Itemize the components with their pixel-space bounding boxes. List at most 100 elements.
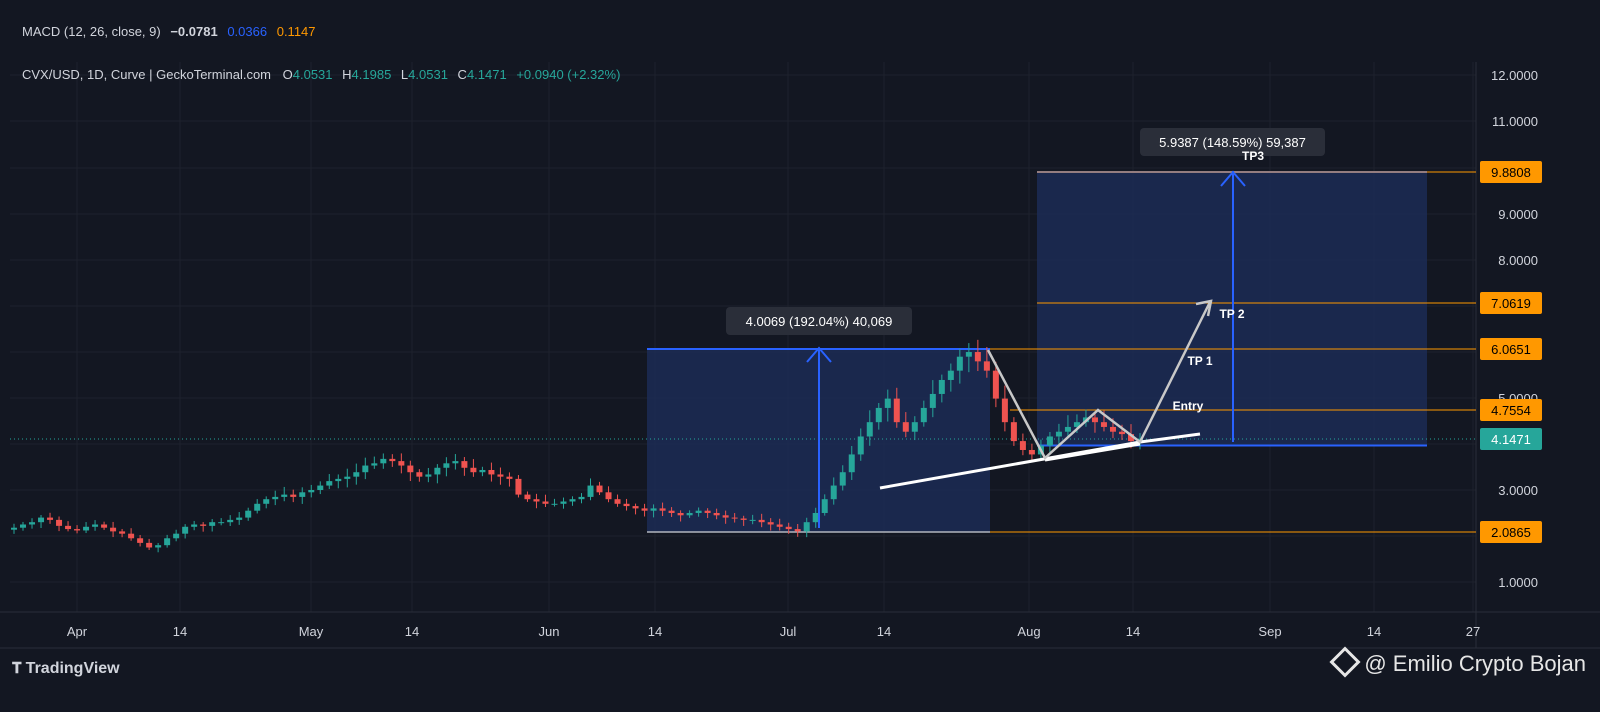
measure-label-1-bg <box>726 307 912 335</box>
annotation-entry: Entry <box>1173 399 1204 413</box>
candle-body <box>38 517 45 523</box>
candle-body <box>1109 426 1116 432</box>
y-tick-label: 11.0000 <box>1492 114 1538 129</box>
candle-body <box>470 467 477 473</box>
price-tag-label: 4.7554 <box>1491 403 1531 418</box>
candle-body <box>371 463 378 466</box>
y-tick-label: 3.0000 <box>1498 483 1538 498</box>
y-tick-label: 12.0000 <box>1491 68 1538 83</box>
measure-label-2: 5.9387 (148.59%) 59,387 <box>1159 135 1306 150</box>
candle-body <box>29 522 36 525</box>
candle-body <box>1046 436 1053 446</box>
candle-body <box>740 518 747 520</box>
candle-body <box>461 461 468 468</box>
candle-body <box>443 463 450 468</box>
price-tag-label: 7.0619 <box>1491 296 1531 311</box>
x-tick-label: May <box>299 624 324 639</box>
candle-body <box>938 379 945 394</box>
x-tick-label: 27 <box>1466 624 1480 639</box>
candle-body <box>353 472 360 477</box>
candle-body <box>200 524 207 526</box>
candle-body <box>1055 431 1062 437</box>
candle-body <box>506 476 513 479</box>
tradingview-logo[interactable]: 𝐓 TradingView <box>12 660 120 678</box>
price-tag-bg <box>1480 428 1542 450</box>
low-value: 4.0531 <box>408 67 448 82</box>
candle-body <box>497 474 504 477</box>
price-tag-label: 9.8808 <box>1491 165 1531 180</box>
candle-body <box>605 492 612 500</box>
price-tag-label: 2.0865 <box>1491 525 1531 540</box>
candle-body <box>839 472 846 486</box>
change-value: +0.0940 (+2.32%) <box>516 67 621 82</box>
support-trendline-2 <box>1139 432 1201 444</box>
y-tick-label: 9.0000 <box>1498 207 1538 222</box>
candle-body <box>488 469 495 475</box>
candle-body <box>65 525 72 530</box>
price-tag-bg <box>1480 338 1542 360</box>
candle-body <box>182 526 189 534</box>
price-tag-label: 6.0651 <box>1491 342 1531 357</box>
candle-body <box>929 393 936 408</box>
candle-body <box>479 469 486 473</box>
candle-body <box>1127 434 1134 442</box>
candle-body <box>821 499 828 513</box>
candle-body <box>650 508 657 511</box>
candle-body <box>920 407 927 423</box>
candle-body <box>533 499 540 502</box>
candle-body <box>875 407 882 423</box>
candle-body <box>515 478 522 495</box>
candle-body <box>749 519 756 521</box>
candle-body <box>47 517 54 520</box>
x-tick-label: Jun <box>539 624 560 639</box>
candle-body <box>596 485 603 493</box>
x-tick-label: 14 <box>648 624 662 639</box>
candle-body <box>119 531 126 534</box>
x-tick-label: Apr <box>67 624 88 639</box>
candle-body <box>695 510 702 513</box>
candle-body <box>146 542 153 548</box>
candle-body <box>848 454 855 473</box>
candle-body <box>245 510 252 518</box>
candle-body <box>767 522 774 525</box>
candle-body <box>416 472 423 477</box>
candle-body <box>803 522 810 532</box>
candle-body <box>452 461 459 464</box>
candle-body <box>668 510 675 513</box>
candle-body <box>1118 431 1125 435</box>
candle-body <box>587 485 594 497</box>
candle-body <box>830 485 837 500</box>
candle-body <box>227 519 234 523</box>
candle-body <box>542 501 549 504</box>
candle-body <box>20 524 27 528</box>
x-tick-label: 14 <box>1367 624 1381 639</box>
support-trendline-1 <box>879 440 1141 490</box>
candle-body <box>911 422 918 432</box>
candle-body <box>632 506 639 509</box>
candle-body <box>74 529 81 531</box>
price-tag-bg <box>1480 521 1542 543</box>
annotation-tp-1: TP 1 <box>1187 354 1212 368</box>
price-tag-bg <box>1480 292 1542 314</box>
support-trendline-3 <box>1044 442 1141 462</box>
x-tick-label: 14 <box>1126 624 1140 639</box>
symbol-legend[interactable]: CVX/USD, 1D, Curve | GeckoTerminal.com O… <box>22 67 620 82</box>
macd-legend[interactable]: MACD (12, 26, close, 9) −0.0781 0.0366 0… <box>22 24 316 39</box>
candle-body <box>389 458 396 462</box>
candle-body <box>254 503 261 511</box>
candle-body <box>578 496 585 500</box>
candle-body <box>623 503 630 507</box>
candle-body <box>659 508 666 511</box>
candle-body <box>731 517 738 519</box>
candle-body <box>884 398 891 408</box>
x-tick-label: Jul <box>780 624 797 639</box>
open-label: O <box>282 67 293 82</box>
x-tick-label: Aug <box>1017 624 1040 639</box>
annotation-tp3: TP3 <box>1242 149 1264 163</box>
candle-body <box>110 527 117 532</box>
candle-body <box>785 526 792 530</box>
candle-body <box>992 370 999 399</box>
candle-body <box>425 474 432 477</box>
